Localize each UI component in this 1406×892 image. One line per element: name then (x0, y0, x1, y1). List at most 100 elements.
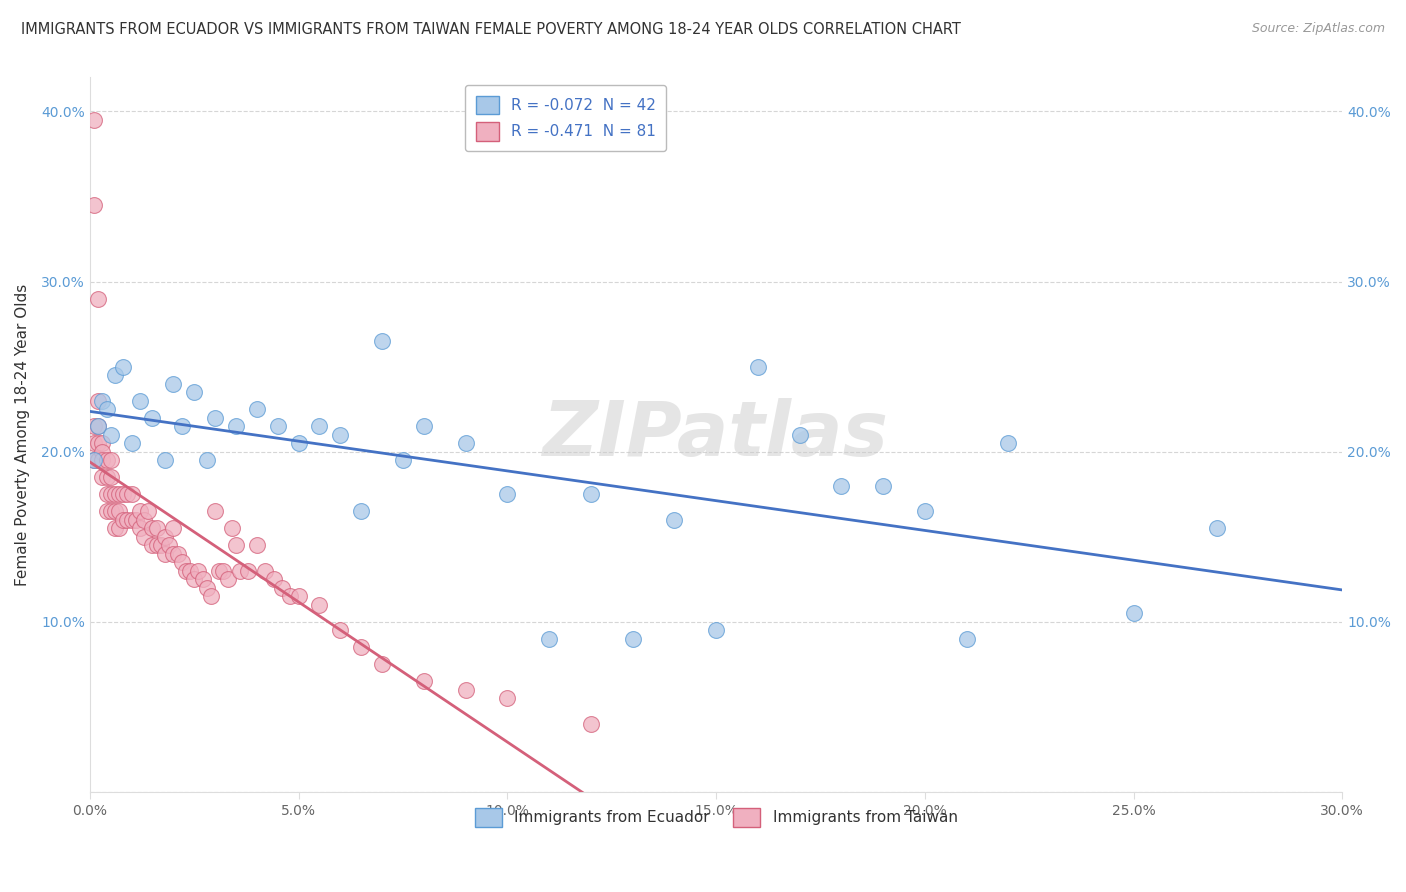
Point (100, 427, 122, 442)
Point (195, 581, 218, 595)
Point (212, 564, 235, 578)
Point (136, 504, 159, 518)
Point (162, 521, 184, 535)
Point (329, 427, 352, 442)
Point (96, 453, 118, 467)
Point (278, 590, 301, 604)
Point (371, 657, 394, 672)
Point (112, 487, 135, 501)
Point (170, 419, 193, 434)
Point (496, 691, 519, 706)
Point (789, 427, 811, 442)
Point (308, 419, 330, 434)
Point (91, 453, 114, 467)
Point (157, 538, 180, 552)
Point (83, 453, 105, 467)
Point (579, 487, 602, 501)
Point (96, 504, 118, 518)
Point (83, 453, 105, 467)
Point (217, 572, 239, 586)
Point (104, 368, 127, 383)
Point (145, 521, 167, 535)
Text: Source: ZipAtlas.com: Source: ZipAtlas.com (1251, 22, 1385, 36)
Point (91, 444, 114, 458)
Point (125, 513, 148, 527)
Point (149, 538, 172, 552)
Point (141, 521, 163, 535)
Y-axis label: Female Poverty Among 18-24 Year Olds: Female Poverty Among 18-24 Year Olds (15, 284, 30, 586)
Point (117, 513, 139, 527)
Point (246, 538, 269, 552)
Point (145, 538, 167, 552)
Point (225, 419, 247, 434)
Point (83, 436, 105, 450)
Point (153, 453, 176, 467)
Point (87, 453, 110, 467)
Point (87, 393, 110, 408)
Point (91, 470, 114, 484)
Point (129, 393, 152, 408)
Point (183, 572, 205, 586)
Point (579, 717, 602, 731)
Point (96, 402, 118, 417)
Point (208, 564, 231, 578)
Point (100, 453, 122, 467)
Point (392, 453, 415, 467)
Point (129, 521, 152, 535)
Point (204, 504, 226, 518)
Point (121, 436, 143, 450)
Point (153, 547, 176, 561)
Point (270, 581, 292, 595)
Point (129, 504, 152, 518)
Point (141, 538, 163, 552)
Point (238, 564, 260, 578)
Point (96, 470, 118, 484)
Point (287, 590, 309, 604)
Point (104, 487, 127, 501)
Point (112, 513, 135, 527)
Point (100, 504, 122, 518)
Point (162, 376, 184, 391)
Point (191, 572, 214, 586)
Point (91, 436, 114, 450)
Point (308, 598, 330, 612)
Point (87, 292, 110, 306)
Point (121, 513, 143, 527)
Point (112, 359, 135, 374)
Point (83, 198, 105, 212)
Point (412, 674, 434, 689)
Point (914, 504, 936, 518)
Point (221, 521, 243, 535)
Point (108, 504, 131, 518)
Point (872, 479, 894, 493)
Point (664, 513, 686, 527)
Point (100, 487, 122, 501)
Point (204, 410, 226, 425)
Point (1206, 521, 1229, 535)
Point (997, 436, 1019, 450)
Point (83, 112, 105, 127)
Point (254, 564, 277, 578)
Point (141, 410, 163, 425)
Point (108, 521, 131, 535)
Point (104, 521, 127, 535)
Point (229, 564, 252, 578)
Point (121, 487, 143, 501)
Text: IMMIGRANTS FROM ECUADOR VS IMMIGRANTS FROM TAIWAN FEMALE POVERTY AMONG 18-24 YEA: IMMIGRANTS FROM ECUADOR VS IMMIGRANTS FR… (21, 22, 960, 37)
Point (170, 555, 193, 569)
Legend: Immigrants from Ecuador, Immigrants from Taiwan: Immigrants from Ecuador, Immigrants from… (467, 800, 965, 834)
Point (267, 419, 290, 434)
Point (87, 419, 110, 434)
Point (225, 538, 247, 552)
Point (162, 547, 184, 561)
Point (955, 632, 977, 646)
Point (179, 564, 201, 578)
Point (704, 624, 727, 638)
Point (91, 393, 114, 408)
Point (496, 487, 519, 501)
Point (134, 530, 156, 544)
Point (350, 504, 373, 518)
Point (183, 385, 205, 400)
Point (187, 564, 209, 578)
Point (153, 530, 176, 544)
